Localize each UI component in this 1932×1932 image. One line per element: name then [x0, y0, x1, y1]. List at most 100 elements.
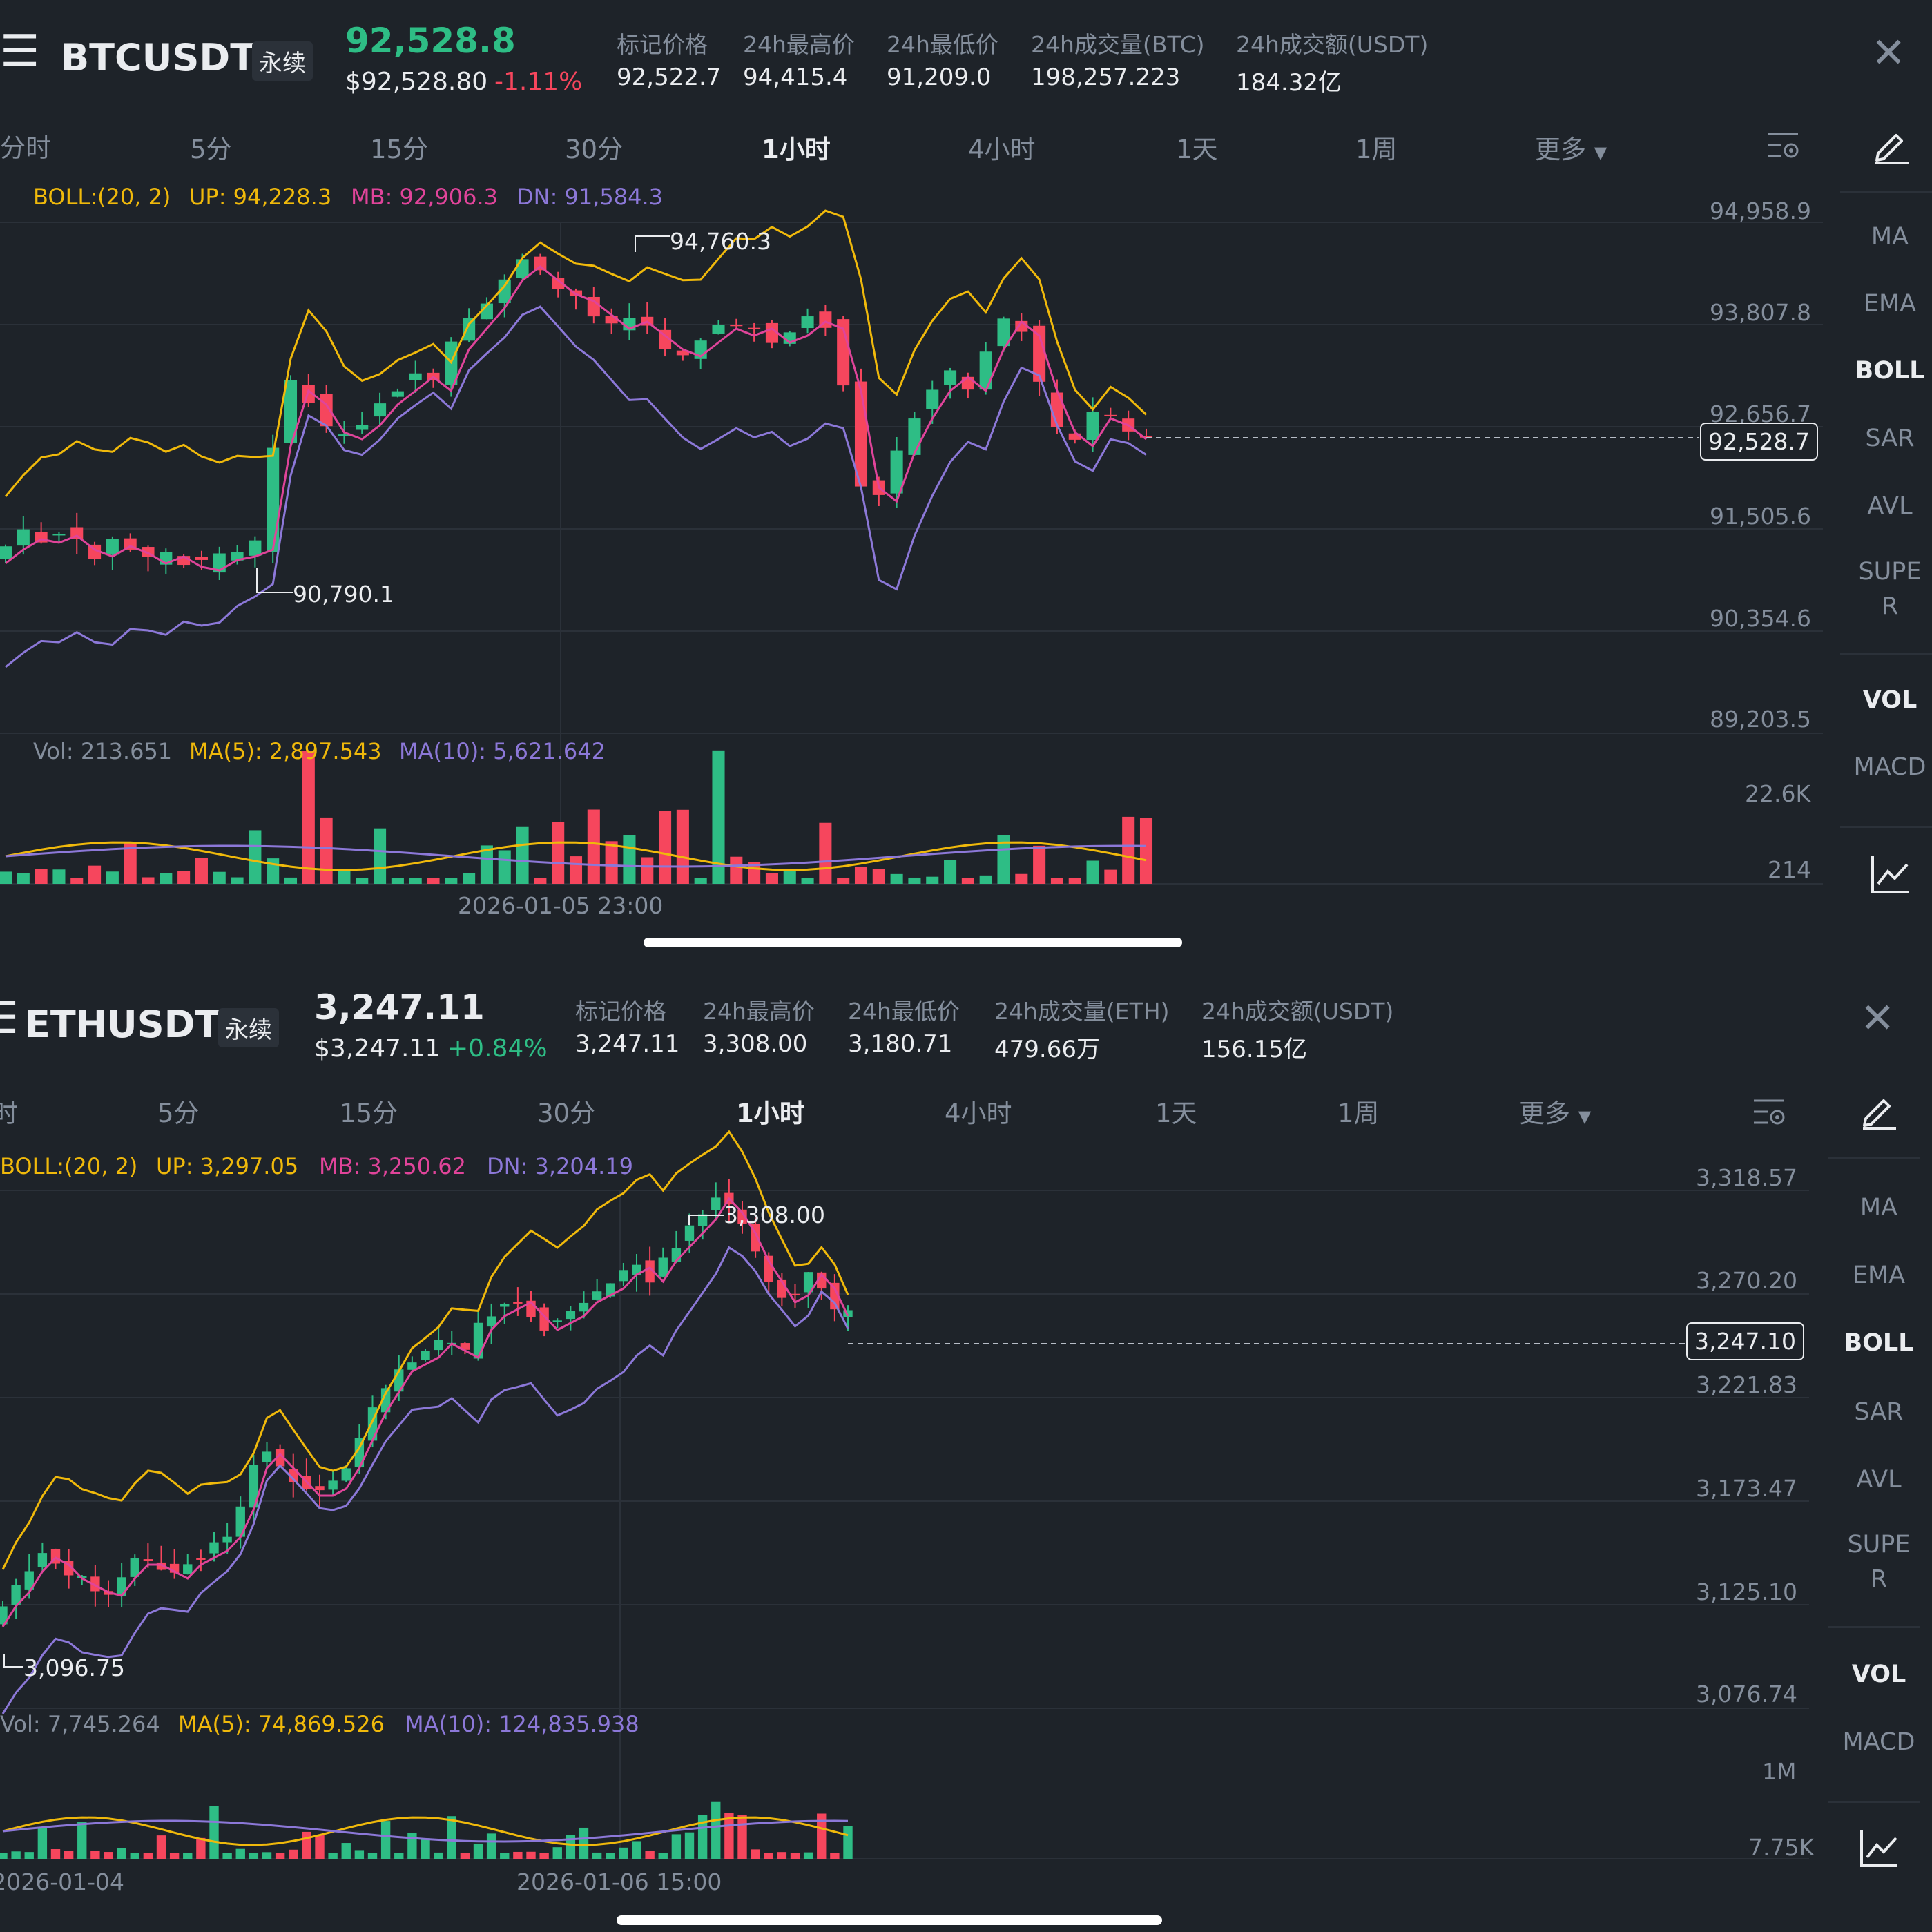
- close-icon[interactable]: ✕: [1860, 994, 1895, 1043]
- indicator-avl[interactable]: AVL: [1856, 1466, 1902, 1494]
- volume-bar: [284, 877, 298, 884]
- tab-timeframe[interactable]: 1周: [1355, 135, 1398, 164]
- menu-icon[interactable]: ☰: [0, 993, 19, 1044]
- volume-bar: [0, 1853, 8, 1859]
- indicator-ema[interactable]: EMA: [1863, 290, 1917, 318]
- divider: [1840, 653, 1932, 655]
- tab-timeframe[interactable]: 分时: [0, 133, 51, 163]
- volume-bar: [183, 1853, 193, 1859]
- more-dropdown[interactable]: 更多 ▼: [1519, 1092, 1591, 1130]
- candle-body: [267, 447, 280, 552]
- indicator-vol[interactable]: VOL: [1851, 1661, 1906, 1688]
- tab-timeframe[interactable]: 30分: [565, 135, 624, 164]
- tab-timeframe[interactable]: 分时: [0, 1099, 18, 1128]
- candle-body: [37, 1553, 48, 1567]
- volume-bar: [77, 1822, 87, 1859]
- divider: [1828, 1801, 1920, 1803]
- indicator-ma[interactable]: MA: [1871, 223, 1909, 251]
- volume-bar: [394, 1853, 404, 1859]
- volume-bar: [315, 1835, 325, 1859]
- indicator-chart-icon[interactable]: [1859, 1827, 1900, 1868]
- symbol-name[interactable]: BTCUSDT: [61, 36, 256, 79]
- tab-timeframe-active[interactable]: 1小时: [762, 135, 831, 164]
- chart-settings-icon[interactable]: [1766, 130, 1801, 160]
- volume-bar: [262, 1852, 272, 1859]
- indicator-sar[interactable]: SAR: [1854, 1398, 1904, 1426]
- indicator-sar[interactable]: SAR: [1865, 425, 1915, 452]
- tab-timeframe[interactable]: 1周: [1337, 1099, 1380, 1128]
- indicator-ma[interactable]: MA: [1859, 1194, 1898, 1221]
- volume-bar: [684, 1832, 695, 1859]
- dropdown-caret-icon: ▼: [1594, 143, 1607, 162]
- tab-timeframe[interactable]: 1天: [1176, 135, 1218, 164]
- scroll-handle[interactable]: [617, 1915, 1162, 1925]
- volume-bar: [407, 1833, 417, 1859]
- candle-body: [1068, 433, 1081, 440]
- tab-timeframe[interactable]: 4小时: [968, 135, 1036, 164]
- volume-bar: [751, 1849, 760, 1859]
- price-axis-label: 89,203.5: [1710, 706, 1811, 733]
- volume-bar: [328, 1853, 338, 1859]
- volume-bar: [516, 826, 529, 884]
- candle-body: [926, 389, 939, 409]
- volume-bar: [231, 877, 244, 884]
- pencil-draw-icon[interactable]: [1873, 126, 1911, 164]
- indicator-ema[interactable]: EMA: [1852, 1262, 1906, 1289]
- tab-timeframe[interactable]: 15分: [370, 135, 429, 164]
- menu-icon[interactable]: ☰: [0, 26, 40, 77]
- volume-bar: [961, 878, 974, 884]
- indicator-super[interactable]: SUPER: [1831, 1527, 1926, 1596]
- tab-timeframe[interactable]: 1天: [1155, 1099, 1197, 1128]
- candle-body: [997, 318, 1010, 347]
- candle-body: [764, 1255, 773, 1282]
- indicator-macd[interactable]: MACD: [1853, 753, 1926, 781]
- tab-timeframe[interactable]: 5分: [157, 1099, 200, 1128]
- indicator-boll[interactable]: BOLL: [1844, 1329, 1914, 1357]
- scroll-handle[interactable]: [644, 938, 1182, 947]
- chart-settings-icon[interactable]: [1752, 1097, 1787, 1127]
- volume-bar: [177, 871, 191, 884]
- volume-bar: [632, 1841, 641, 1859]
- time-axis-label: 2026-01-04 02:00: [0, 1868, 124, 1895]
- candle-body: [1139, 436, 1153, 438]
- candlestick-chart[interactable]: [0, 967, 1823, 1932]
- indicator-boll[interactable]: BOLL: [1855, 357, 1925, 385]
- volume-bar: [367, 1853, 378, 1859]
- vol-ma10-line: [5, 844, 1147, 868]
- tab-timeframe[interactable]: 30分: [537, 1099, 596, 1128]
- volume-bar: [979, 875, 992, 884]
- price-axis-label: 3,221.83: [1696, 1371, 1797, 1398]
- current-price-tag: 3,247.10: [1686, 1322, 1804, 1360]
- indicator-super[interactable]: SUPER: [1842, 554, 1932, 624]
- candle-body: [275, 1449, 285, 1467]
- volume-bar: [52, 869, 66, 884]
- candle-body: [356, 425, 369, 430]
- candle-body: [1033, 325, 1046, 382]
- tab-timeframe-active[interactable]: 1小时: [736, 1099, 805, 1128]
- candlestick-chart[interactable]: [0, 0, 1837, 967]
- indicator-chart-icon[interactable]: [1870, 853, 1911, 895]
- stat-label: 24h成交量(ETH): [994, 998, 1170, 1025]
- vol-label: Vol: 213.651: [33, 738, 173, 764]
- stat-label: 24h最低价: [887, 31, 998, 58]
- vol-ma10: MA(10): 124,835.938: [405, 1711, 639, 1737]
- symbol-name[interactable]: ETHUSDT: [25, 1003, 221, 1046]
- indicator-vol[interactable]: VOL: [1862, 686, 1917, 714]
- tab-timeframe[interactable]: 15分: [340, 1099, 398, 1128]
- candle-body: [106, 539, 119, 555]
- candle-body: [143, 1559, 153, 1561]
- stat-value: 156.15亿: [1201, 1036, 1307, 1063]
- tab-timeframe[interactable]: 4小时: [945, 1099, 1012, 1128]
- indicator-macd[interactable]: MACD: [1842, 1728, 1915, 1756]
- tab-timeframe[interactable]: 5分: [190, 135, 232, 164]
- volume-bar: [890, 873, 903, 884]
- volume-bar: [235, 1848, 245, 1859]
- indicator-avl[interactable]: AVL: [1867, 492, 1913, 520]
- candle-body: [196, 1558, 206, 1560]
- volume-bar: [641, 857, 654, 884]
- pencil-draw-icon[interactable]: [1860, 1091, 1899, 1130]
- candle-body: [684, 1225, 695, 1241]
- candle-body: [0, 1606, 8, 1625]
- more-dropdown[interactable]: 更多 ▼: [1535, 128, 1607, 166]
- close-icon[interactable]: ✕: [1871, 29, 1906, 77]
